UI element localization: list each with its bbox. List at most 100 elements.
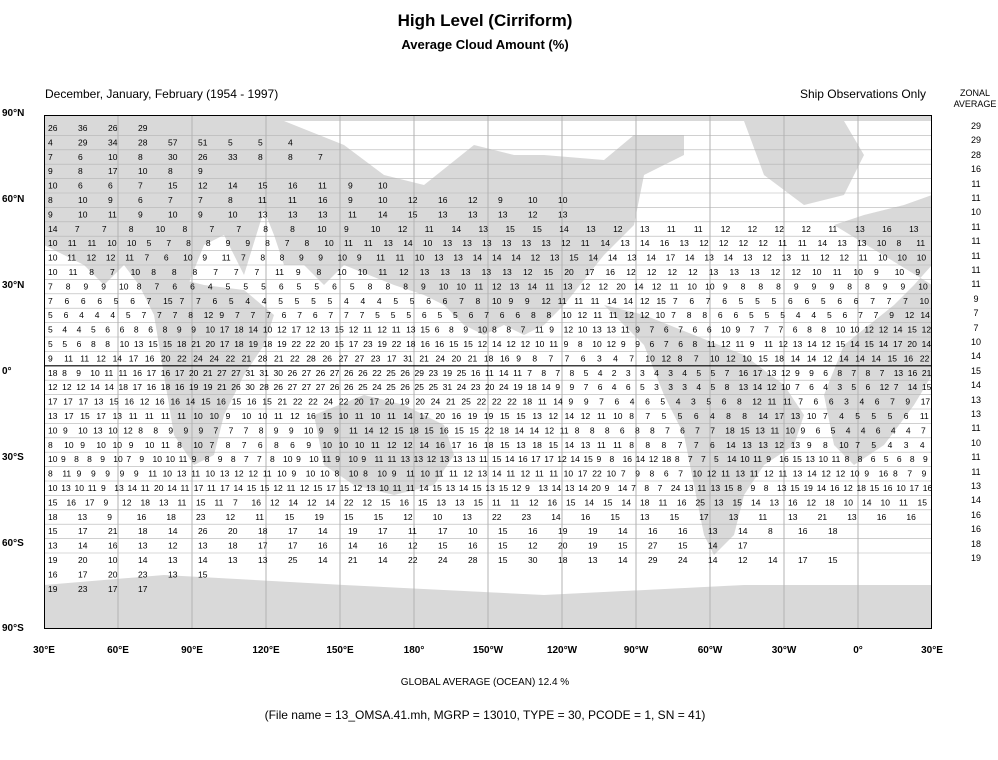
cell-value: 6 bbox=[108, 181, 113, 191]
cell-value: 15 bbox=[603, 497, 613, 507]
cell-value: 11 bbox=[376, 253, 385, 263]
cell-value: 22 bbox=[408, 555, 418, 565]
source-note: Ship Observations Only bbox=[799, 87, 926, 101]
cell-value: 7 bbox=[145, 253, 150, 263]
cell-value: 14 bbox=[807, 469, 817, 479]
cell-value: 13 bbox=[788, 512, 798, 522]
cell-value: 15 bbox=[340, 483, 350, 493]
cell-value: 14 bbox=[624, 296, 634, 306]
cell-value: 21 bbox=[419, 353, 429, 363]
cell-value: 2 bbox=[612, 368, 617, 378]
cell-value: 12 bbox=[379, 425, 389, 435]
cell-value: 13 bbox=[443, 238, 453, 248]
cell-value: 8 bbox=[206, 238, 211, 248]
cell-value: 5 bbox=[437, 310, 442, 320]
zonal-average-value: 7 bbox=[973, 322, 979, 333]
cell-value: 17 bbox=[220, 339, 230, 349]
cell-value: 10 bbox=[320, 469, 330, 479]
cell-value: 19 bbox=[513, 382, 523, 392]
cell-value: 11 bbox=[425, 224, 434, 234]
cell-value: 14 bbox=[640, 238, 650, 248]
cell-value: 11 bbox=[828, 224, 837, 234]
cell-value: 16 bbox=[108, 541, 118, 551]
cell-value: 10 bbox=[535, 339, 545, 349]
cell-value: 11 bbox=[406, 469, 415, 479]
cell-value: 17 bbox=[326, 483, 336, 493]
cell-value: 14 bbox=[289, 497, 299, 507]
land-mass-1 bbox=[44, 121, 684, 335]
cell-value: 5 bbox=[678, 411, 683, 421]
cell-value: 9 bbox=[274, 425, 279, 435]
cell-value: 12 bbox=[387, 440, 397, 450]
cell-value: 12 bbox=[528, 541, 538, 551]
cell-value: 24 bbox=[209, 353, 219, 363]
zonal-average-value: 11 bbox=[971, 279, 981, 290]
cell-value: 9 bbox=[61, 454, 66, 464]
cell-value: 12 bbox=[523, 267, 533, 277]
cell-value: 12 bbox=[807, 497, 817, 507]
cell-value: 14 bbox=[326, 497, 336, 507]
cell-value: 6 bbox=[816, 425, 821, 435]
cell-value: 13 bbox=[620, 238, 630, 248]
cell-value: 11 bbox=[387, 411, 396, 421]
cell-value: 15 bbox=[454, 425, 464, 435]
cell-value: 6 bbox=[422, 310, 427, 320]
cell-value: 14 bbox=[515, 425, 525, 435]
cell-value: 9 bbox=[525, 483, 530, 493]
cell-value: 8 bbox=[78, 166, 83, 176]
cell-value: 6 bbox=[78, 181, 83, 191]
cell-value: 8 bbox=[547, 310, 552, 320]
cell-value: 15 bbox=[758, 353, 768, 363]
cell-value: 7 bbox=[678, 469, 683, 479]
season-label: December, January, February (1954 - 1997… bbox=[45, 87, 279, 101]
cell-value: 12 bbox=[836, 469, 846, 479]
cell-value: 8 bbox=[259, 425, 264, 435]
cell-value: 7 bbox=[584, 382, 589, 392]
cell-value: 5 bbox=[821, 296, 826, 306]
cell-value: 13 bbox=[714, 497, 724, 507]
cell-value: 15 bbox=[262, 397, 272, 407]
cell-value: 15 bbox=[163, 296, 173, 306]
cell-value: 14 bbox=[565, 411, 575, 421]
cell-value: 14 bbox=[128, 483, 138, 493]
cell-value: 7 bbox=[695, 425, 700, 435]
cell-value: 12 bbox=[607, 339, 617, 349]
cell-value: 9 bbox=[48, 209, 53, 219]
cell-value: 10 bbox=[242, 411, 252, 421]
cell-value: 6 bbox=[823, 368, 828, 378]
cell-value: 7 bbox=[855, 440, 860, 450]
cell-value: 24 bbox=[372, 382, 382, 392]
cell-value: 15 bbox=[474, 497, 484, 507]
cell-value: 11 bbox=[659, 497, 668, 507]
cell-value: 8 bbox=[776, 281, 781, 291]
cell-value: 20 bbox=[108, 569, 118, 579]
cell-value: 13 bbox=[704, 253, 714, 263]
cell-value: 11 bbox=[378, 267, 387, 277]
cell-value: 16 bbox=[678, 526, 688, 536]
cell-value: 4 bbox=[891, 425, 896, 435]
cell-value: 15 bbox=[583, 454, 593, 464]
cell-value: 7 bbox=[360, 310, 365, 320]
cell-value: 10 bbox=[163, 469, 173, 479]
cell-value: 12 bbox=[662, 353, 672, 363]
cell-value: 7 bbox=[285, 238, 290, 248]
cell-value: 27 bbox=[217, 368, 227, 378]
cell-value: 6 bbox=[710, 440, 715, 450]
cell-value: 9 bbox=[889, 310, 894, 320]
cell-value: 3 bbox=[626, 368, 631, 378]
cell-value: 4 bbox=[859, 397, 864, 407]
cell-value: 14 bbox=[570, 454, 580, 464]
cell-value: 18 bbox=[558, 555, 568, 565]
cell-value: 4 bbox=[208, 281, 213, 291]
cell-value: 7 bbox=[180, 296, 185, 306]
cell-value: 15 bbox=[500, 411, 510, 421]
cell-value: 3 bbox=[597, 353, 602, 363]
cell-value: 12 bbox=[545, 425, 555, 435]
cell-value: 21 bbox=[446, 397, 456, 407]
zonal-average-value: 9 bbox=[973, 293, 979, 304]
cell-value: 10 bbox=[607, 469, 617, 479]
cell-value: 19 bbox=[803, 483, 813, 493]
cell-value: 13 bbox=[791, 411, 801, 421]
cell-value: 14 bbox=[685, 253, 695, 263]
cell-value: 6 bbox=[190, 281, 195, 291]
